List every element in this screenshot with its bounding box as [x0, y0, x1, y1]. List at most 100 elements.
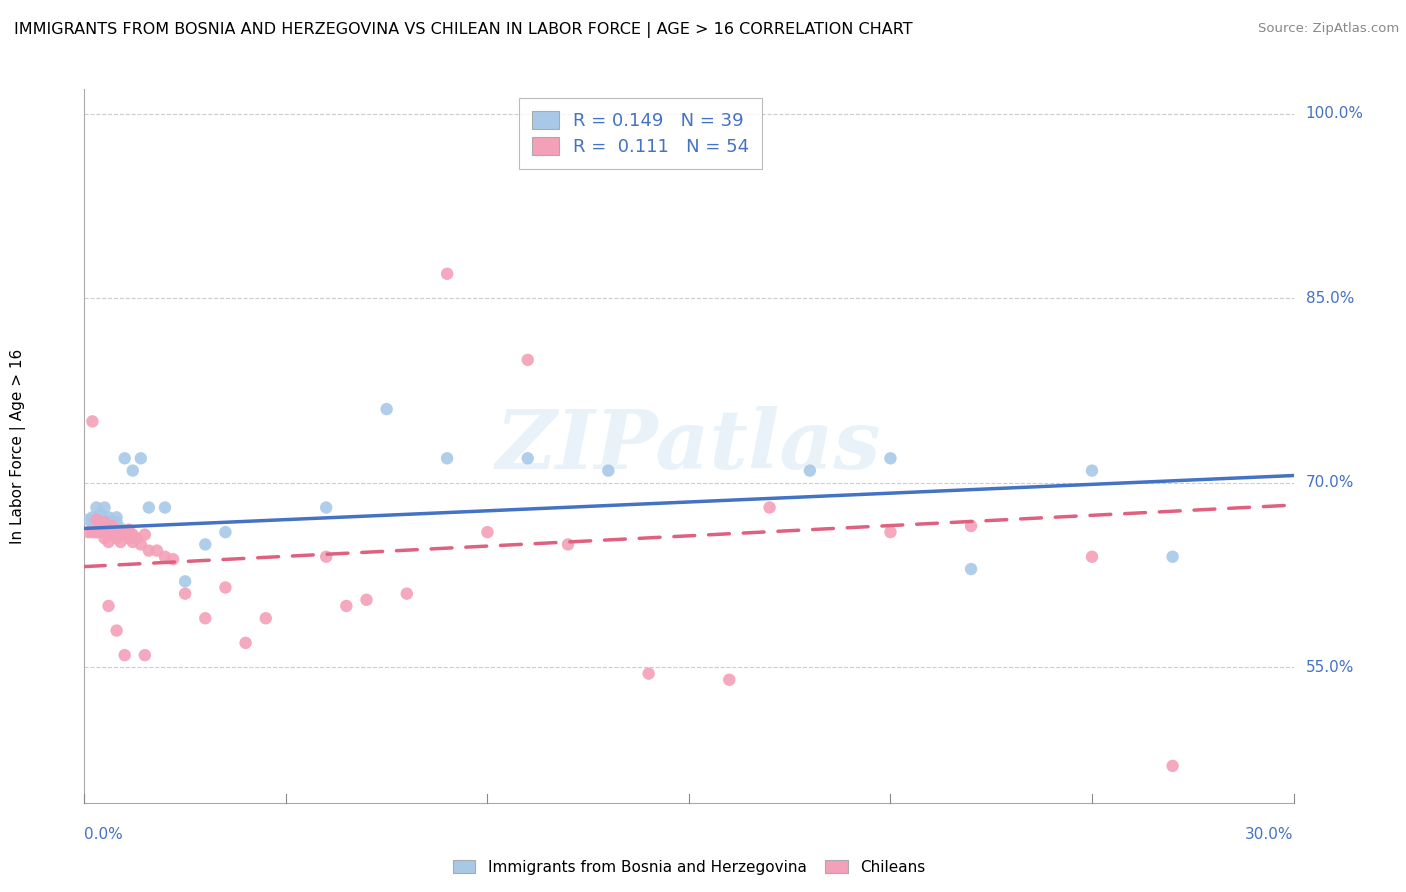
Point	[194, 611, 217, 625]
Point	[114, 525, 136, 540]
Point	[101, 525, 124, 540]
Point	[97, 535, 120, 549]
Point	[93, 519, 115, 533]
Point	[129, 537, 152, 551]
Point	[598, 464, 620, 478]
Point	[93, 531, 115, 545]
Point	[93, 525, 115, 540]
Point	[799, 464, 821, 478]
Point	[153, 549, 176, 564]
Point	[146, 543, 169, 558]
Point	[89, 525, 111, 540]
Point	[134, 648, 156, 662]
Point	[879, 451, 901, 466]
Point	[315, 549, 337, 564]
Point	[436, 451, 458, 466]
Point	[97, 521, 120, 535]
Point	[105, 531, 128, 545]
Point	[477, 525, 499, 540]
Point	[110, 525, 132, 540]
Point	[516, 352, 538, 367]
Point	[134, 527, 156, 541]
Point	[105, 510, 128, 524]
Point	[174, 587, 197, 601]
Point	[89, 507, 111, 521]
Text: 30.0%: 30.0%	[1246, 828, 1294, 842]
Point	[110, 535, 132, 549]
Point	[235, 636, 257, 650]
Point	[121, 464, 143, 478]
Point	[86, 513, 108, 527]
Point	[356, 592, 378, 607]
Point	[105, 624, 128, 638]
Point	[86, 525, 108, 540]
Point	[93, 516, 115, 530]
Point	[758, 500, 780, 515]
Point	[89, 516, 111, 530]
Text: IMMIGRANTS FROM BOSNIA AND HERZEGOVINA VS CHILEAN IN LABOR FORCE | AGE > 16 CORR: IMMIGRANTS FROM BOSNIA AND HERZEGOVINA V…	[14, 22, 912, 38]
Point	[121, 535, 143, 549]
Point	[105, 516, 128, 530]
Point	[118, 523, 141, 537]
Point	[214, 525, 236, 540]
Point	[879, 525, 901, 540]
Point	[138, 543, 160, 558]
Point	[315, 500, 337, 515]
Point	[97, 510, 120, 524]
Point	[86, 513, 108, 527]
Point	[82, 516, 104, 530]
Point	[436, 267, 458, 281]
Text: Source: ZipAtlas.com: Source: ZipAtlas.com	[1258, 22, 1399, 36]
Point	[718, 673, 741, 687]
Point	[129, 451, 152, 466]
Point	[121, 527, 143, 541]
Point	[114, 451, 136, 466]
Point	[254, 611, 277, 625]
Text: 100.0%: 100.0%	[1306, 106, 1364, 121]
Point	[960, 519, 983, 533]
Point	[89, 513, 111, 527]
Point	[105, 527, 128, 541]
Point	[335, 599, 357, 613]
Point	[557, 537, 579, 551]
Point	[1161, 759, 1184, 773]
Point	[118, 531, 141, 545]
Point	[138, 500, 160, 515]
Point	[125, 531, 148, 545]
Text: 85.0%: 85.0%	[1306, 291, 1354, 306]
Point	[114, 527, 136, 541]
Point	[375, 402, 398, 417]
Text: 0.0%: 0.0%	[84, 828, 124, 842]
Text: 70.0%: 70.0%	[1306, 475, 1354, 491]
Point	[77, 525, 100, 540]
Point	[101, 519, 124, 533]
Point	[86, 500, 108, 515]
Point	[97, 525, 120, 540]
Point	[101, 519, 124, 533]
Point	[1161, 549, 1184, 564]
Point	[1081, 464, 1104, 478]
Point	[162, 552, 184, 566]
Point	[93, 513, 115, 527]
Point	[194, 537, 217, 551]
Text: ZIPatlas: ZIPatlas	[496, 406, 882, 486]
Point	[89, 519, 111, 533]
Point	[101, 516, 124, 530]
Point	[110, 521, 132, 535]
Point	[97, 599, 120, 613]
Point	[97, 525, 120, 540]
Point	[637, 666, 659, 681]
Point	[114, 648, 136, 662]
Point	[395, 587, 418, 601]
Point	[82, 525, 104, 540]
Point	[516, 451, 538, 466]
Point	[153, 500, 176, 515]
Point	[174, 574, 197, 589]
Point	[77, 513, 100, 527]
Point	[82, 414, 104, 428]
Legend: Immigrants from Bosnia and Herzegovina, Chileans: Immigrants from Bosnia and Herzegovina, …	[447, 854, 931, 880]
Point	[93, 500, 115, 515]
Text: In Labor Force | Age > 16: In Labor Force | Age > 16	[10, 349, 25, 543]
Point	[86, 525, 108, 540]
Point	[214, 581, 236, 595]
